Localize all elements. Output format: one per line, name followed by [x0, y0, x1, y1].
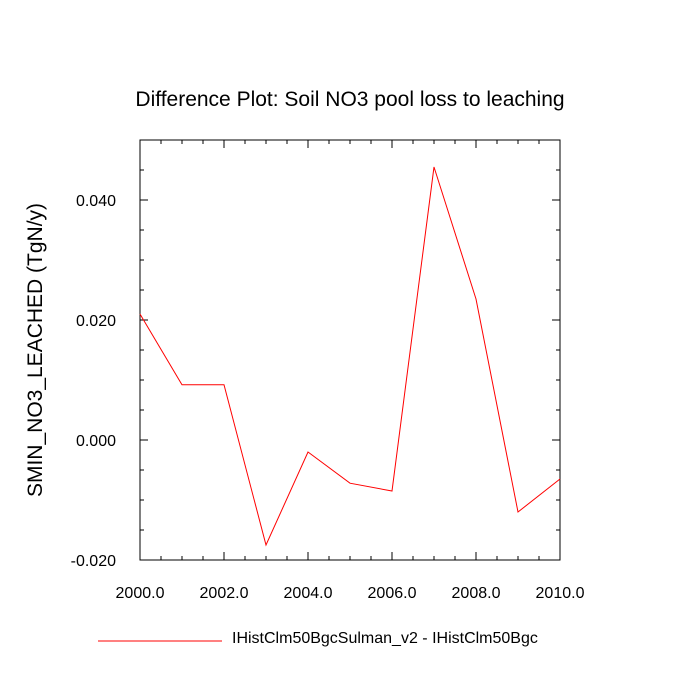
x-tick-label: 2008.0 [452, 585, 501, 602]
legend-label: IHistClm50BgcSulman_v2 - IHistClm50Bgc [232, 630, 538, 647]
y-axis-label: SMIN_NO3_LEACHED (TgN/y) [24, 203, 47, 497]
x-tick-label: 2002.0 [200, 585, 249, 602]
series-line [139, 166, 561, 547]
x-axis: 2000.0 2002.0 2004.0 2006.0 2008.0 2010.0 [116, 140, 585, 602]
series-layer [139, 166, 561, 547]
y-tick-label: 0.020 [76, 313, 116, 330]
plot-frame [139, 139, 561, 561]
y-tick-label: 0.040 [76, 193, 116, 210]
y-axis: -0.020 0.000 0.020 0.040 [71, 139, 560, 570]
chart-title: Difference Plot: Soil NO3 pool loss to l… [135, 88, 565, 111]
y-tick-label: -0.020 [71, 553, 116, 570]
x-tick-label: 2006.0 [368, 585, 417, 602]
x-tick-label: 2000.0 [116, 585, 165, 602]
x-tick-label: 2010.0 [536, 585, 585, 602]
x-tick-label: 2004.0 [284, 585, 333, 602]
y-tick-label: 0.000 [76, 433, 116, 450]
